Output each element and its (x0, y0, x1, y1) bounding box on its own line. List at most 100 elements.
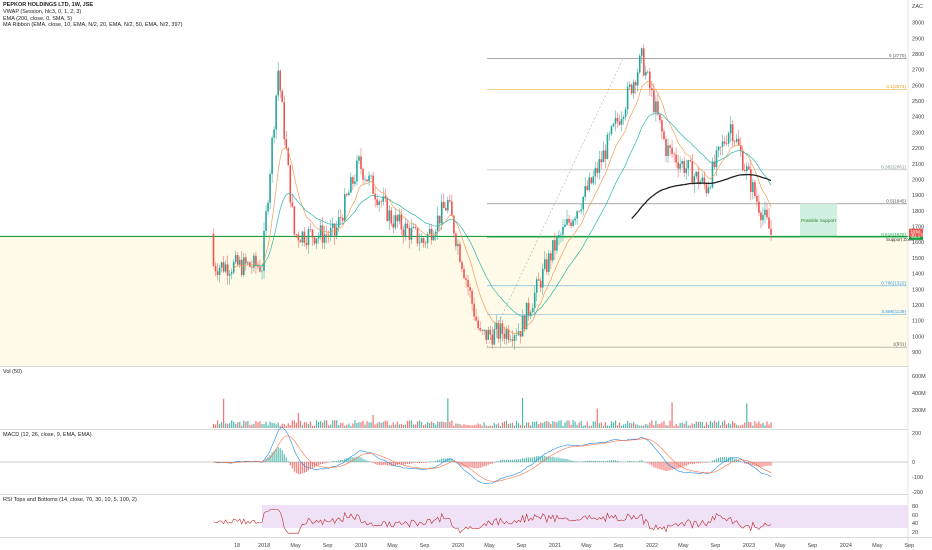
volume-bar (730, 424, 732, 428)
candle-body (511, 339, 514, 341)
macd-line (213, 426, 772, 485)
volume-bar (528, 422, 530, 428)
macd-histogram-bar (653, 462, 655, 468)
volume-bar (297, 412, 299, 428)
candle-body (721, 141, 724, 147)
volume-bar (445, 422, 447, 428)
candle-body (287, 148, 290, 166)
indicator-ma-ribbon[interactable]: MA Ribbon (EMA, close, 10, EMA, N/2, 20,… (3, 22, 183, 29)
candle-body (649, 71, 651, 89)
candle-body (428, 228, 431, 235)
candle-body (624, 109, 627, 117)
macd-histogram-bar (319, 462, 322, 465)
volume-bar (342, 422, 344, 428)
volume-bar (382, 421, 384, 428)
macd-histogram-bar (526, 457, 528, 462)
candle-body (325, 234, 328, 236)
volume-bar (322, 422, 324, 428)
volume-bar (479, 424, 481, 428)
volume-bar (447, 398, 449, 428)
indicator-ema[interactable]: EMA (200, close, 0, SMA, 5) (3, 15, 73, 22)
macd-histogram-bar (465, 462, 467, 468)
candle-body (630, 84, 633, 94)
volume-bar (408, 420, 411, 428)
candle-body (392, 223, 395, 228)
volume-bar (485, 425, 487, 428)
last-price-text: 1654 (911, 229, 922, 234)
volume-bar (465, 424, 467, 428)
macd-histogram-bar (738, 460, 740, 462)
macd-histogram-bar (655, 462, 657, 468)
macd-histogram-bar (301, 462, 303, 474)
candle-body (303, 231, 306, 243)
macd-histogram-bar (378, 462, 380, 466)
macd-histogram-bar (548, 456, 550, 462)
macd-histogram-bar (404, 462, 407, 465)
macd-histogram-bar (313, 462, 316, 468)
vol-tick-label: 400M (912, 391, 926, 397)
volume-bar (324, 420, 326, 428)
volume-bar (237, 422, 239, 428)
candle-body (479, 328, 481, 331)
macd-title[interactable]: MACD (12, 26, close, 9, EMA, EMA) (3, 432, 92, 438)
candle-body (360, 156, 362, 170)
macd-histogram-bar (350, 457, 352, 462)
rsi-title[interactable]: RSI Tops and Bottoms (14, close, 70, 30,… (3, 497, 137, 503)
candle-body (719, 146, 722, 148)
volume-bar (633, 421, 635, 428)
volume-bar (309, 421, 312, 428)
macd-histogram-bar (471, 462, 473, 468)
volume-bar (263, 424, 265, 428)
candle-body (259, 266, 261, 272)
macd-histogram-bar (528, 457, 530, 462)
vol-tick-label: 200M (912, 408, 926, 414)
candle-body (671, 147, 673, 154)
candle-body (475, 316, 477, 321)
candle-body (467, 279, 469, 288)
rsi-tick-label: 20 (912, 530, 918, 536)
volume-bar (558, 420, 560, 428)
volume-bar (550, 424, 552, 428)
volume-bar (566, 420, 568, 428)
support-zone-label: Support Zone (886, 237, 914, 242)
candle-body (461, 261, 463, 270)
time-tick-label: 2022 (646, 543, 658, 549)
volume-bar (590, 425, 592, 428)
macd-histogram-bar (752, 462, 754, 466)
macd-histogram-bar (485, 462, 487, 466)
volume-bar (728, 422, 730, 428)
indicator-vwap[interactable]: VWAP (Session, hlc3, 0, 1, 2, 3) (3, 8, 82, 15)
macd-histogram-bar (711, 460, 714, 462)
candle-body (269, 173, 271, 203)
volume-bar (459, 424, 461, 428)
candle-body (344, 194, 346, 221)
candle-body (453, 215, 455, 234)
candle-body (485, 329, 488, 340)
rsi-tick-label: 60 (912, 513, 918, 519)
volume-bar (768, 424, 770, 428)
volume-bar (449, 421, 451, 428)
volume-bar (396, 421, 398, 428)
candle-body (420, 238, 423, 243)
macd-histogram-bar (568, 459, 570, 462)
time-tick-label: Sep (904, 543, 914, 549)
candle-body (618, 121, 621, 125)
volume-title[interactable]: Vol (50) (3, 369, 22, 375)
macd-histogram-bar (332, 461, 334, 462)
volume-bar (416, 421, 419, 428)
candle-body (214, 265, 217, 272)
volume-bar (602, 425, 604, 428)
candle-body (748, 166, 750, 170)
macd-histogram-bar (647, 462, 649, 464)
volume-bar (350, 425, 352, 428)
candle-body (283, 102, 286, 140)
time-tick-label: Sep (807, 543, 817, 549)
volume-bar (614, 420, 617, 428)
volume-bar (406, 420, 409, 428)
volume-bar (738, 425, 740, 428)
candle-body (632, 82, 635, 94)
volume-bar (770, 422, 772, 428)
volume-bar (687, 425, 689, 428)
volume-bar (227, 423, 229, 428)
